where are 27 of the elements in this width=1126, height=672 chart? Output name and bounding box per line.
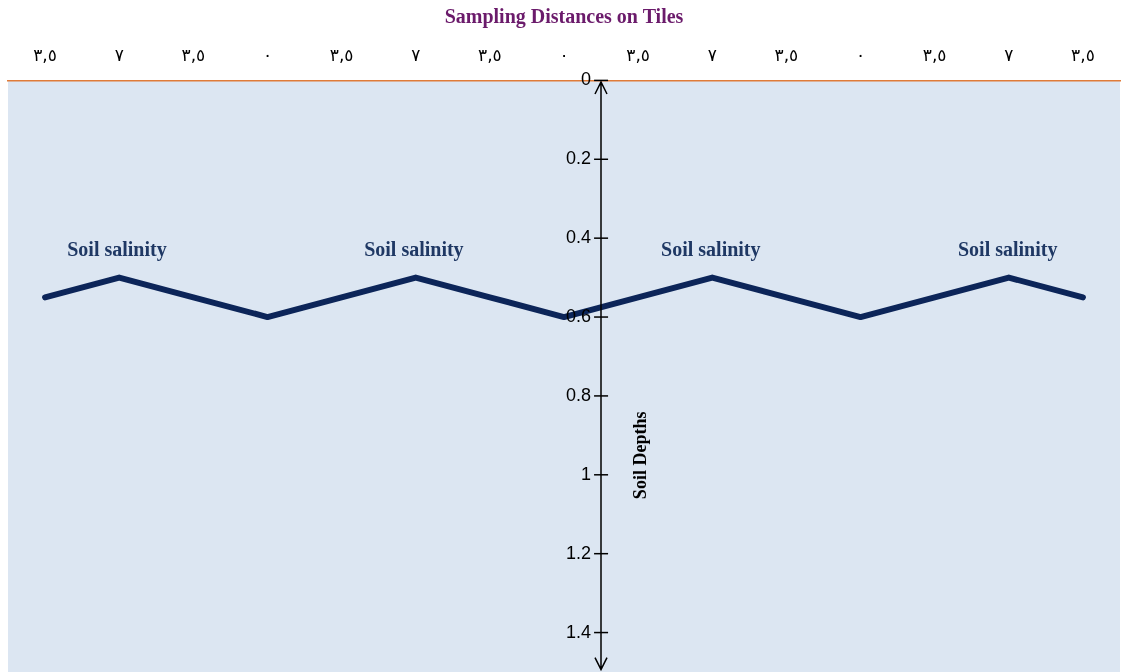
annotation: Soil salinity: [957, 237, 1058, 261]
x-tick-label: ٣,٥: [478, 44, 502, 65]
y-tick-label: 0.8: [566, 384, 592, 405]
x-tick-label: ٧: [707, 44, 717, 65]
annotation: Soil salinity: [67, 237, 167, 261]
y-tick-label: 1: [581, 463, 592, 484]
y-axis-title: Soil Depths: [629, 411, 650, 500]
y-tick-label: 0.2: [566, 148, 592, 169]
annotation: Soil salinity: [364, 237, 464, 261]
x-tick-label: ٣,٥: [181, 44, 206, 65]
x-tick-label: ٣,٥: [626, 44, 650, 65]
x-tick-label: ٧: [411, 44, 421, 65]
x-tick-label: ٣,٥: [1071, 44, 1095, 65]
y-tick-label: 0.4: [566, 227, 592, 248]
x-tick-label: ٠: [559, 44, 569, 65]
x-tick-label: ٠: [262, 44, 273, 65]
x-tick-label: ٣,٥: [774, 44, 799, 65]
x-tick-label: ٧: [114, 44, 124, 65]
x-tick-label: ٣,٥: [33, 44, 57, 65]
y-tick-label: 1.4: [566, 621, 592, 642]
x-tick-label: ٧: [1004, 44, 1014, 65]
annotation: Soil salinity: [661, 237, 761, 261]
y-tick-label: 1.2: [566, 542, 592, 563]
x-tick-label: ٣,٥: [329, 44, 354, 65]
x-tick-label: ٣,٥: [922, 44, 947, 65]
x-tick-label: ٠: [855, 44, 866, 65]
chart-title: Sampling Distances on Tiles: [444, 5, 684, 29]
